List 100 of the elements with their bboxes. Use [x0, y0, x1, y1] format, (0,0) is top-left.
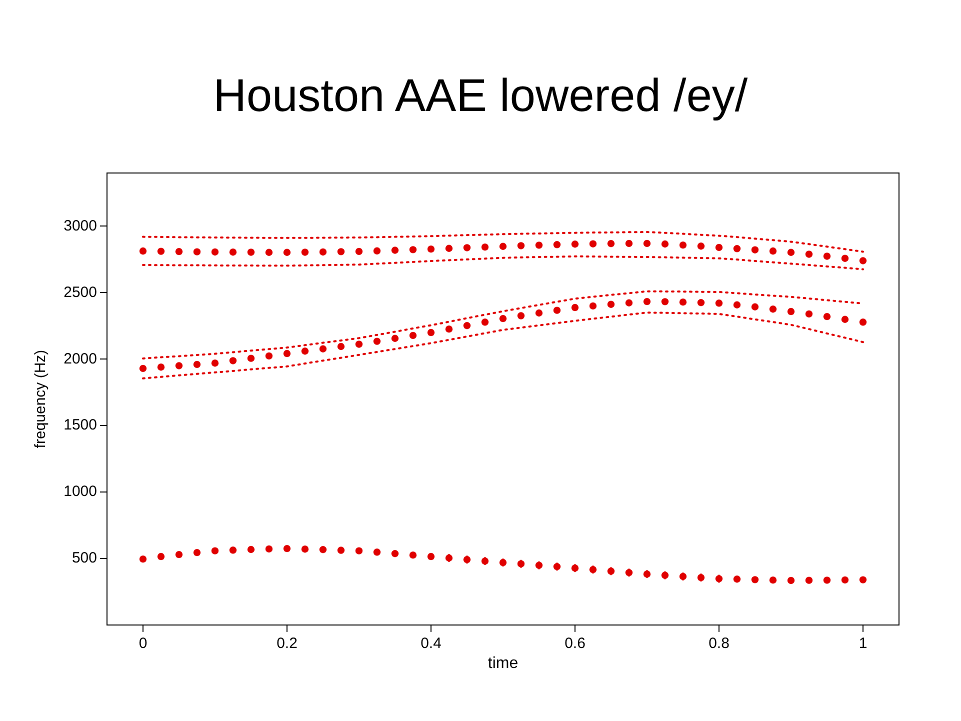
point — [445, 244, 453, 252]
y-tick-label: 1000 — [64, 483, 97, 500]
y-tick-label: 1500 — [64, 416, 97, 434]
point — [427, 245, 435, 253]
point — [625, 240, 633, 248]
point — [751, 246, 759, 254]
point — [391, 246, 399, 254]
point — [481, 318, 489, 326]
point — [319, 345, 327, 352]
x-tick-label: 0.6 — [564, 635, 586, 652]
point — [859, 318, 867, 326]
point — [355, 340, 363, 348]
point — [697, 242, 705, 250]
point — [679, 298, 687, 306]
point — [517, 242, 525, 250]
point — [535, 309, 543, 317]
point — [841, 316, 849, 323]
point — [427, 328, 435, 336]
point — [373, 338, 381, 345]
x-tick-label: 1 — [858, 635, 868, 652]
point — [787, 308, 795, 316]
point — [715, 300, 723, 307]
point — [229, 357, 237, 364]
point — [535, 242, 543, 249]
point — [247, 248, 255, 256]
x-tick-label: 0.8 — [708, 635, 730, 652]
point — [355, 248, 363, 256]
point — [463, 244, 471, 252]
point — [139, 247, 147, 255]
point — [589, 240, 597, 248]
y-tick-label: 2500 — [64, 284, 97, 301]
point — [193, 248, 201, 256]
point — [283, 350, 291, 358]
point — [499, 314, 507, 322]
y-tick-label: 3000 — [64, 217, 97, 234]
line-series — [142, 255, 864, 270]
point — [175, 248, 183, 256]
point — [571, 240, 579, 248]
point — [409, 246, 417, 254]
point — [643, 240, 651, 248]
point — [463, 322, 471, 330]
point — [481, 243, 489, 251]
point — [769, 247, 777, 255]
point — [661, 240, 669, 248]
point — [229, 248, 237, 256]
line-series — [142, 231, 864, 253]
point — [715, 244, 723, 252]
point — [553, 241, 561, 248]
point — [733, 245, 741, 252]
point — [157, 248, 165, 255]
point — [409, 332, 417, 340]
point — [517, 312, 525, 320]
point — [589, 302, 597, 310]
point — [859, 257, 867, 264]
point — [319, 248, 327, 256]
point — [553, 306, 561, 314]
point — [805, 250, 813, 258]
chart-title: Houston AAE lowered /ey/ — [212, 68, 749, 122]
x-tick-label: 0.2 — [276, 635, 298, 652]
point — [265, 248, 273, 256]
point — [247, 354, 255, 362]
point — [499, 242, 507, 250]
y-tick-label: 500 — [72, 550, 97, 567]
x-tick-label: 0 — [138, 635, 148, 652]
x-tick-label: 0.4 — [420, 635, 442, 652]
point — [571, 304, 579, 312]
point — [337, 248, 345, 256]
x-axis-title: time — [488, 654, 518, 672]
point — [805, 310, 813, 318]
point — [643, 298, 651, 306]
point — [373, 247, 381, 255]
point — [157, 363, 165, 371]
point — [625, 299, 633, 306]
point — [769, 306, 777, 313]
point — [337, 342, 345, 350]
point — [211, 248, 219, 256]
point — [607, 300, 615, 308]
point — [823, 312, 831, 320]
point — [283, 248, 291, 256]
point — [265, 352, 273, 360]
line-series — [142, 312, 864, 380]
point — [751, 303, 759, 310]
point — [211, 360, 219, 367]
y-axis-title: frequency (Hz) — [32, 350, 50, 448]
point — [193, 360, 201, 368]
point — [607, 240, 615, 248]
point — [661, 298, 669, 306]
point — [679, 241, 687, 249]
point — [445, 325, 453, 333]
point — [175, 362, 183, 370]
point — [301, 248, 309, 256]
point — [391, 334, 399, 342]
point — [787, 248, 795, 256]
point — [139, 364, 147, 372]
point — [301, 348, 309, 355]
y-tick-label: 2000 — [64, 350, 97, 368]
point — [823, 252, 831, 260]
point — [733, 301, 741, 308]
point — [697, 299, 705, 306]
point — [841, 254, 849, 262]
